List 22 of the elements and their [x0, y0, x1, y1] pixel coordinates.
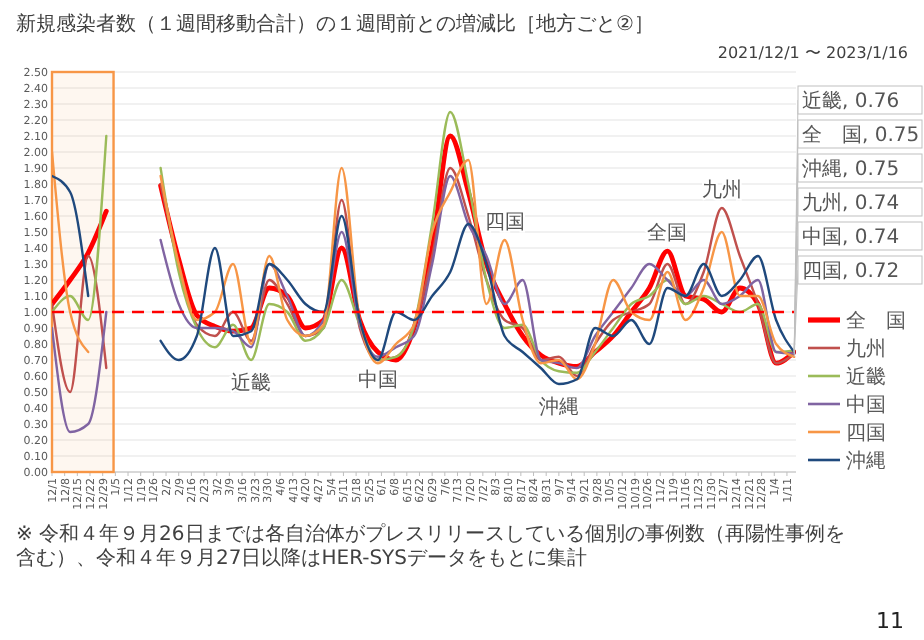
annotation: 九州	[701, 178, 742, 202]
legend-label: 中国	[846, 393, 886, 417]
annotation: 全 国, 0.75	[802, 123, 920, 147]
annotation: 中国	[357, 367, 398, 392]
legend-label: 四国	[846, 423, 886, 445]
annotation: 沖縄	[538, 395, 579, 419]
annotation: 近畿, 0.76	[802, 89, 900, 113]
annotation: 四国, 0.72	[802, 261, 900, 283]
text: ※ 令和４年９月26日までは各自治体がプレスリリースしている個別の事例数（再陽性事例を含む）、令和４年９月27日以降はHER-SYSデータをもとに集計	[16, 522, 845, 570]
annotation: 四国	[484, 212, 525, 234]
annotation: 近畿	[231, 371, 272, 395]
legend-label: 全 国	[846, 309, 906, 333]
annotation: 中国, 0.74	[802, 225, 900, 249]
chart-subtitle: 2021/12/1 〜 2023/1/16	[717, 44, 908, 62]
legend-label: 沖縄	[846, 449, 886, 473]
annotation: 沖縄, 0.75	[802, 157, 900, 181]
annotation: 九州, 0.74	[802, 191, 900, 215]
legend-label: 九州	[846, 337, 886, 361]
legend-label: 近畿	[846, 365, 886, 389]
text: 11	[876, 608, 904, 634]
annotation: 全国	[647, 221, 688, 246]
chart-title: 新規感染者数（１週間移動合計）の１週間前との増減比［地方ごと②］	[16, 12, 654, 36]
